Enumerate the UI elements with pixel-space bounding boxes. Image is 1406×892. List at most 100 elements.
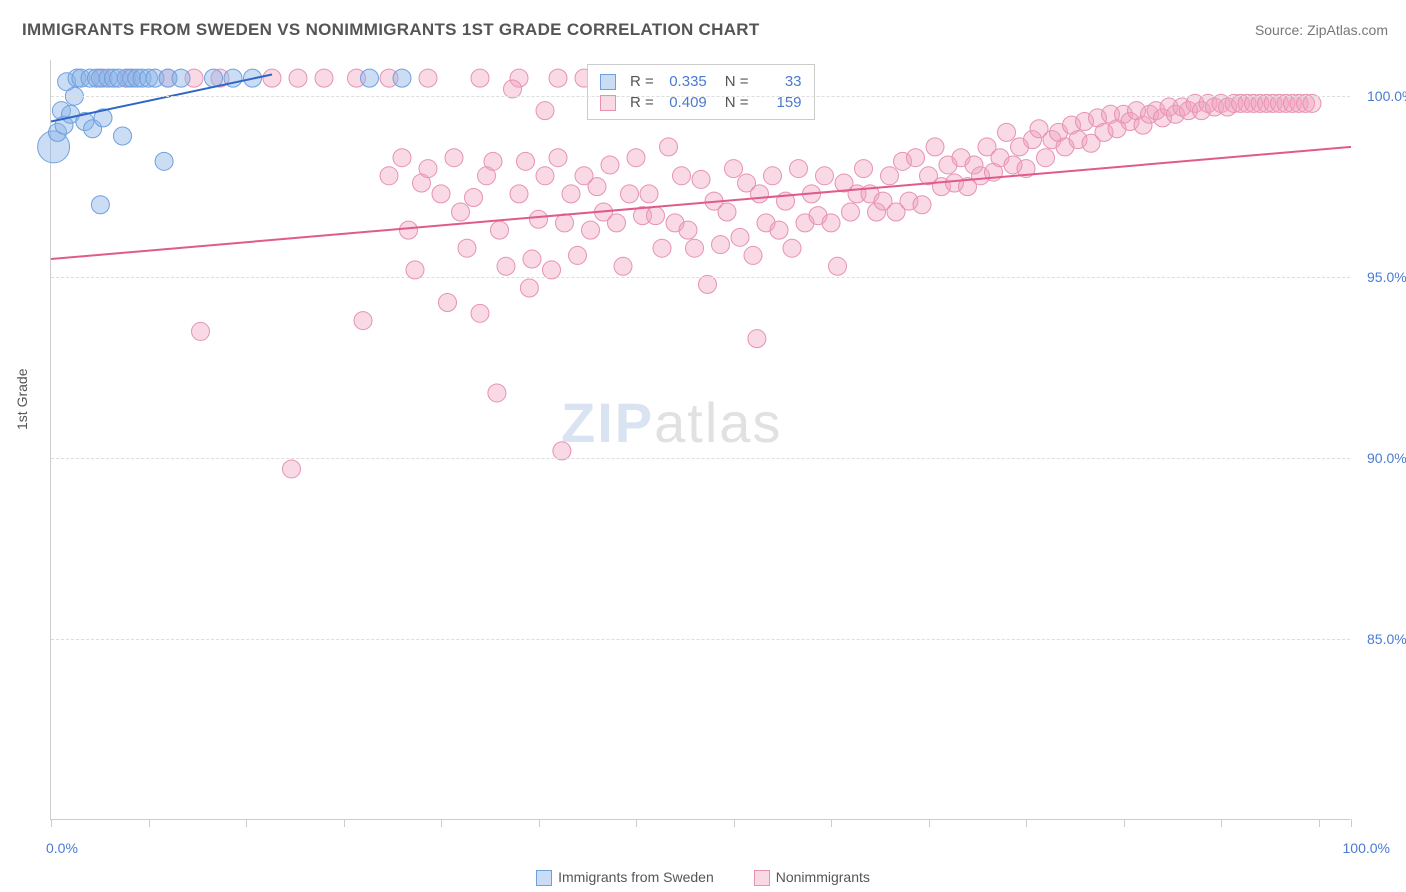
scatter-point (488, 384, 506, 402)
x-tick (636, 819, 637, 827)
scatter-point (725, 160, 743, 178)
scatter-point (660, 138, 678, 156)
stat-r-value: 0.335 (662, 73, 707, 90)
y-tick-label: 100.0% (1367, 88, 1406, 104)
scatter-point (913, 196, 931, 214)
scatter-point (315, 69, 333, 87)
plot-area: ZIPatlas R =0.335N =33R =0.409N =159 100… (50, 60, 1350, 820)
scatter-point (816, 167, 834, 185)
x-tick (1221, 819, 1222, 827)
scatter-point (783, 239, 801, 257)
scatter-point (588, 178, 606, 196)
scatter-point (491, 221, 509, 239)
bottom-legend: Immigrants from Sweden Nonimmigrants (0, 869, 1406, 886)
chart-svg (51, 60, 1350, 819)
scatter-point (520, 279, 538, 297)
legend-item: Immigrants from Sweden (536, 869, 714, 886)
scatter-point (653, 239, 671, 257)
x-tick (441, 819, 442, 827)
source-label: Source: ZipAtlas.com (1255, 22, 1388, 38)
chart-title: IMMIGRANTS FROM SWEDEN VS NONIMMIGRANTS … (22, 20, 760, 40)
scatter-point (530, 210, 548, 228)
scatter-point (283, 460, 301, 478)
scatter-point (562, 185, 580, 203)
scatter-point (1037, 149, 1055, 167)
scatter-point (712, 236, 730, 254)
y-tick-label: 95.0% (1367, 269, 1406, 285)
scatter-point (432, 185, 450, 203)
scatter-point (517, 152, 535, 170)
scatter-point (91, 196, 109, 214)
scatter-point (601, 156, 619, 174)
stat-r-label: R = (630, 73, 654, 90)
scatter-point (556, 214, 574, 232)
scatter-point (582, 221, 600, 239)
scatter-point (751, 185, 769, 203)
stats-row: R =0.335N =33 (600, 71, 802, 92)
x-tick (1351, 819, 1352, 827)
scatter-point (744, 246, 762, 264)
scatter-point (205, 69, 223, 87)
scatter-point (822, 214, 840, 232)
scatter-point (471, 304, 489, 322)
x-tick (1026, 819, 1027, 827)
y-tick-label: 90.0% (1367, 450, 1406, 466)
scatter-point (439, 293, 457, 311)
x-tick (929, 819, 930, 827)
scatter-point (686, 239, 704, 257)
scatter-point (400, 221, 418, 239)
y-tick-label: 85.0% (1367, 631, 1406, 647)
scatter-point (458, 239, 476, 257)
stats-row: R =0.409N =159 (600, 92, 802, 113)
scatter-point (172, 69, 190, 87)
scatter-point (484, 152, 502, 170)
scatter-point (289, 69, 307, 87)
scatter-point (764, 167, 782, 185)
scatter-point (419, 69, 437, 87)
scatter-point (842, 203, 860, 221)
scatter-point (452, 203, 470, 221)
scatter-point (523, 250, 541, 268)
gridline-h (51, 458, 1350, 459)
scatter-point (354, 312, 372, 330)
scatter-point (497, 257, 515, 275)
scatter-point (608, 214, 626, 232)
scatter-point (829, 257, 847, 275)
scatter-point (855, 160, 873, 178)
scatter-point (621, 185, 639, 203)
scatter-point (907, 149, 925, 167)
scatter-point (926, 138, 944, 156)
scatter-point (569, 246, 587, 264)
scatter-point (549, 149, 567, 167)
gridline-h (51, 277, 1350, 278)
x-tick (344, 819, 345, 827)
y-axis-label: 1st Grade (14, 369, 30, 430)
x-tick (1319, 819, 1320, 827)
legend-label: Immigrants from Sweden (558, 869, 714, 885)
x-tick (149, 819, 150, 827)
scatter-point (692, 170, 710, 188)
legend-swatch (536, 870, 552, 886)
scatter-point (679, 221, 697, 239)
x-axis-max-label: 100.0% (1343, 840, 1390, 856)
scatter-point (445, 149, 463, 167)
x-tick (51, 819, 52, 827)
stat-n-value: 33 (757, 73, 802, 90)
scatter-point (192, 322, 210, 340)
scatter-point (614, 257, 632, 275)
stats-legend-box: R =0.335N =33R =0.409N =159 (587, 64, 815, 120)
scatter-point (718, 203, 736, 221)
legend-item: Nonimmigrants (754, 869, 870, 886)
scatter-point (155, 152, 173, 170)
gridline-h (51, 639, 1350, 640)
scatter-point (790, 160, 808, 178)
scatter-point (549, 69, 567, 87)
x-tick (539, 819, 540, 827)
x-tick (831, 819, 832, 827)
scatter-point (419, 160, 437, 178)
scatter-point (263, 69, 281, 87)
scatter-point (647, 207, 665, 225)
scatter-point (770, 221, 788, 239)
scatter-point (510, 185, 528, 203)
scatter-point (393, 149, 411, 167)
